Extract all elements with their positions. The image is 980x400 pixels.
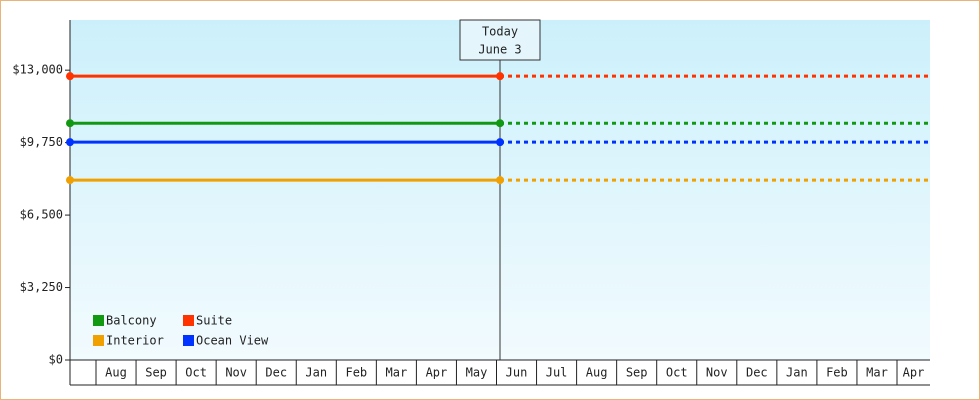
series-dot bbox=[496, 72, 504, 81]
x-tick-label: Oct bbox=[666, 366, 688, 380]
today-label: Today bbox=[482, 25, 518, 39]
x-tick-label: May bbox=[466, 366, 488, 380]
today-box bbox=[459, 19, 541, 61]
x-tick-label: Apr bbox=[903, 366, 925, 380]
x-tick-label: Mar bbox=[386, 366, 408, 380]
x-tick-label: Sep bbox=[626, 366, 648, 380]
x-tick-label: Sep bbox=[145, 366, 167, 380]
legend-label: Balcony bbox=[106, 314, 157, 328]
y-tick-label: $0 bbox=[49, 353, 63, 367]
y-tick-label: $6,500 bbox=[20, 208, 63, 222]
x-tick-label: Dec bbox=[265, 366, 287, 380]
x-tick-label: Jun bbox=[506, 366, 528, 380]
x-tick-label: Apr bbox=[426, 366, 448, 380]
x-tick-label: Jan bbox=[786, 366, 808, 380]
today-date: June 3 bbox=[478, 43, 521, 57]
x-tick-label: Nov bbox=[225, 366, 247, 380]
x-tick-label: Feb bbox=[826, 366, 848, 380]
x-tick-label: Aug bbox=[586, 366, 608, 380]
x-tick-label: Jan bbox=[305, 366, 327, 380]
legend-label: Suite bbox=[196, 314, 232, 328]
series-dot bbox=[496, 119, 504, 128]
x-tick-label: Feb bbox=[345, 366, 367, 380]
y-tick-label: $3,250 bbox=[20, 280, 63, 294]
series-dot bbox=[66, 119, 74, 128]
series-dot bbox=[66, 72, 74, 81]
legend-swatch bbox=[93, 335, 104, 346]
x-tick-label: Oct bbox=[185, 366, 207, 380]
x-tick-label: Jul bbox=[546, 366, 568, 380]
series-dot bbox=[496, 176, 504, 185]
y-tick-label: $13,000 bbox=[12, 63, 63, 77]
y-tick-label: $9,750 bbox=[20, 135, 63, 149]
x-tick-label: Mar bbox=[866, 366, 888, 380]
legend-label: Interior bbox=[106, 334, 164, 348]
series-dot bbox=[66, 176, 74, 185]
x-tick-label: Nov bbox=[706, 366, 728, 380]
series-dot bbox=[496, 138, 504, 147]
x-tick-label: Aug bbox=[105, 366, 127, 380]
legend-swatch bbox=[183, 315, 194, 326]
series-dot bbox=[66, 138, 74, 147]
legend-swatch bbox=[183, 335, 194, 346]
x-tick-label: Dec bbox=[746, 366, 768, 380]
legend-swatch bbox=[93, 315, 104, 326]
legend-label: Ocean View bbox=[196, 334, 269, 348]
